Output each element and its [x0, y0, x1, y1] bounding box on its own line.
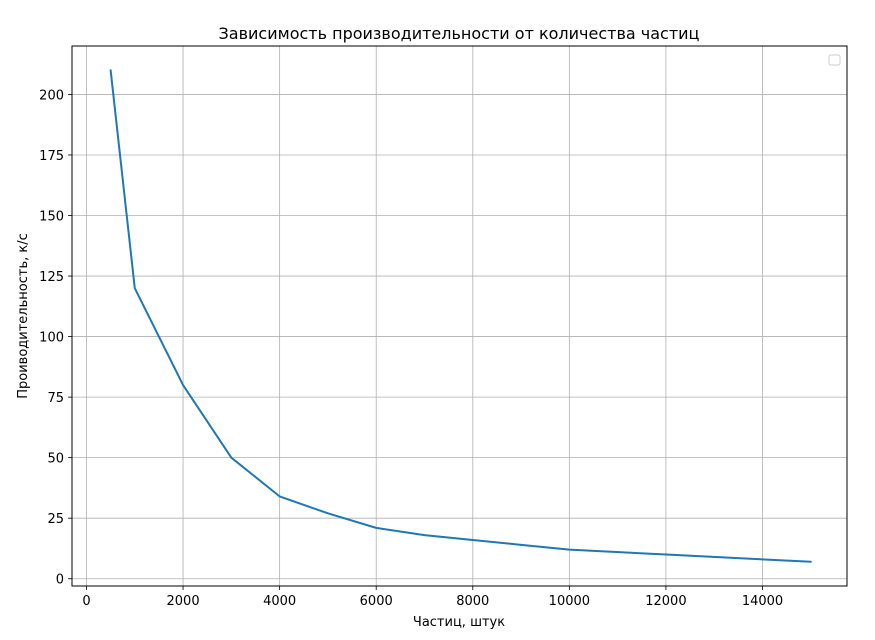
chart-title: Зависимость производительности от количе…: [219, 24, 700, 43]
x-tick-label: 4000: [263, 594, 296, 609]
series-line: [109, 69, 812, 563]
series-layer: [109, 69, 812, 563]
grid: [72, 46, 847, 586]
x-tick-label: 10000: [549, 594, 590, 609]
y-tick-label: 50: [47, 452, 64, 467]
y-tick-label: 0: [56, 573, 64, 588]
plot-frame: [71, 45, 848, 587]
x-tick-label: 2000: [167, 594, 200, 609]
y-tick-label: 175: [39, 149, 64, 164]
y-tick-label: 100: [39, 331, 64, 346]
x-tick-label: 14000: [742, 594, 783, 609]
y-tick-label: 25: [47, 512, 64, 527]
y-tick-label: 75: [47, 391, 64, 406]
x-axis-label: Частиц, штук: [413, 615, 505, 630]
x-tick-label: 0: [82, 594, 90, 609]
y-tick-label: 125: [39, 270, 64, 285]
y-axis-label: Проиводительность, к/с: [16, 233, 31, 399]
x-tick-label: 6000: [360, 594, 393, 609]
y-tick-label: 200: [39, 88, 64, 103]
x-tick-label: 12000: [645, 594, 686, 609]
x-tick-label: 8000: [456, 594, 489, 609]
legend-box: [828, 54, 841, 66]
axis-ticks: 0 2000 4000 6000 8000 10000 12000 14000 0 25 50 75 1…: [39, 88, 783, 609]
y-tick-label: 150: [39, 210, 64, 225]
